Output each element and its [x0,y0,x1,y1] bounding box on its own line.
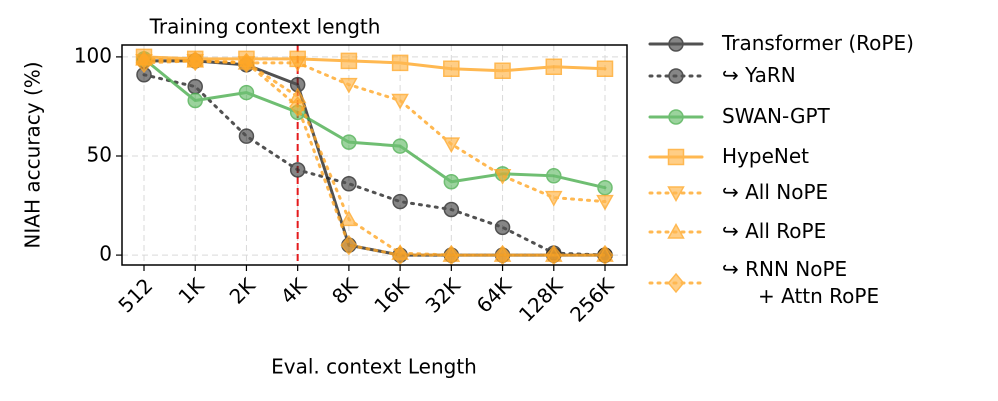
marker [341,175,357,192]
series-line [142,59,607,257]
x-axis-label: Eval. context Length [271,355,477,379]
series-line [142,55,607,73]
series [135,48,614,80]
x-tick-label: 8K [327,273,363,309]
x-tick-label: 1K [173,273,209,309]
marker [237,52,255,74]
series-line [142,59,607,204]
legend-label: Transformer (RoPE) [721,31,914,55]
x-tick-label: 64K [472,273,517,318]
series-line [142,57,607,257]
marker [289,96,307,117]
y-axis-label: NIAH accuracy (%) [21,61,45,248]
marker [494,219,511,236]
marker [667,272,685,294]
series [135,54,614,211]
marker [668,109,684,125]
marker [442,137,461,154]
plot-frame [121,44,628,266]
legend-label: SWAN-GPT [722,104,831,128]
marker [238,128,255,144]
marker [668,36,684,52]
marker [340,52,358,70]
legend-item [648,148,704,166]
marker [392,138,408,154]
marker [391,244,409,266]
marker [135,52,153,74]
marker [288,56,307,72]
marker [667,148,685,166]
x-tick-label: 512 [113,273,157,317]
series [135,50,614,266]
legend-item [648,68,704,84]
marker [443,201,460,218]
x-tick-label: 2K [225,273,261,309]
legend-label: ↪ RNN NoPE + Attn RoPE [722,257,879,308]
marker [545,58,563,76]
marker [546,168,562,184]
series [136,66,613,263]
marker [545,244,563,266]
series [136,53,613,263]
marker [187,92,203,109]
marker [596,194,614,211]
legend-item [648,109,704,125]
marker [493,169,512,185]
marker [545,190,563,207]
marker [596,244,614,266]
marker [392,193,408,210]
marker [238,84,255,101]
series [136,51,613,196]
reference-label: Training context length [149,15,381,39]
x-tick-label: 128K [514,273,568,327]
marker [186,50,204,72]
x-tick-label: 256K [565,273,619,327]
x-tick-label: 32K [421,273,466,318]
x-tick-label: 4K [276,273,312,309]
marker [391,54,409,72]
legend-label: ↪ All NoPE [722,180,828,204]
legend-item [648,36,704,52]
marker [187,78,203,95]
marker [289,162,306,178]
marker [391,93,409,110]
marker [596,60,614,78]
marker [442,244,460,266]
legend-item [648,222,704,239]
marker [443,60,460,78]
y-tick-label: 50 [87,142,112,166]
marker [340,77,358,94]
legend-label: HypeNet [722,144,809,168]
legend-label: ↪ All RoPE [722,219,826,243]
series-line [142,57,607,190]
legend-item [648,186,704,203]
legend-label: ↪ YaRN [722,63,796,87]
x-tick-label: 16K [369,273,414,318]
marker [494,244,512,266]
marker [667,222,685,239]
marker [443,174,460,190]
marker [340,235,358,256]
legend-item [648,272,704,294]
y-tick-label: 100 [74,43,112,67]
marker [341,134,357,150]
series-line [142,59,607,257]
marker [494,62,511,80]
marker [340,210,358,227]
series-line [142,73,607,257]
marker [597,179,613,196]
marker [667,186,685,203]
marker [668,68,684,84]
y-tick-label: 0 [99,242,112,266]
